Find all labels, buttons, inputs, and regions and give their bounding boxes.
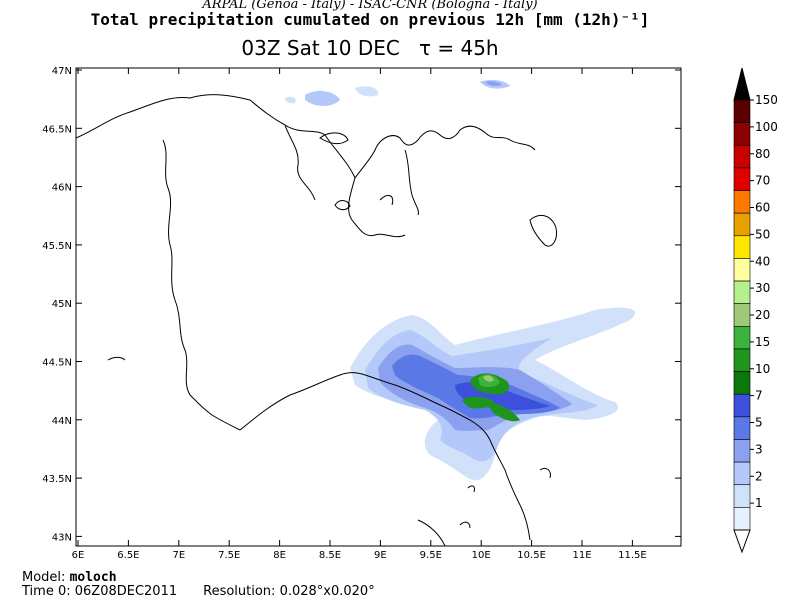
colorbar-swatch <box>733 371 751 395</box>
lon-tick-label: 10E <box>472 550 491 561</box>
colorbar-swatch <box>733 258 751 282</box>
model-label: Model: <box>22 570 66 585</box>
lon-tick-label: 6.5E <box>117 550 139 561</box>
colorbar-swatch <box>733 348 751 372</box>
colorbar-swatch <box>733 507 751 531</box>
lon-tick-label: 6E <box>72 550 85 561</box>
lon-tick-label: 8E <box>273 550 286 561</box>
lat-tick-label: 44.5N <box>42 358 72 369</box>
colorbar-swatch <box>733 144 751 169</box>
colorbar-level-label: 100 <box>755 120 778 134</box>
colorbar-swatch <box>733 122 751 146</box>
colorbar-level-label: 10 <box>755 362 770 376</box>
map-content <box>76 79 636 546</box>
borders-coastlines <box>76 94 558 546</box>
colorbar-level-label: 50 <box>755 227 770 241</box>
colorbar-swatch <box>733 439 751 463</box>
colorbar-swatch <box>733 303 751 327</box>
colorbar: 150 100 80 70 60 50 40 30 20 15 10 7 5 3 2 1 <box>733 67 778 554</box>
valid-time-heading: 03Z Sat 10 DEC τ = 45h <box>0 36 740 60</box>
colorbar-swatch <box>733 190 751 214</box>
colorbar-level-label: 15 <box>755 335 770 349</box>
colorbar-swatch <box>733 416 751 440</box>
chart-title: Total precipitation cumulated on previou… <box>90 10 650 29</box>
time0-value: 06Z08DEC2011 <box>74 584 178 599</box>
lat-tick-label: 47N <box>52 66 72 77</box>
lat-tick-label: 43N <box>52 532 72 543</box>
colorbar-swatch <box>733 280 751 304</box>
lat-tick-label: 46.5N <box>42 124 72 135</box>
colorbar-swatch <box>733 326 751 350</box>
colorbar-level-label: 7 <box>755 389 763 403</box>
colorbar-level-label: 2 <box>755 469 763 483</box>
latitude-axis: 47N 46.5N 46N 45.5N 45N 44.5N 44N 43.5N 43N <box>42 66 681 543</box>
lat-tick-label: 45N <box>52 299 72 310</box>
resolution-label: Resolution: <box>203 584 276 599</box>
model-name: moloch <box>69 570 117 585</box>
colorbar-level-label: 70 <box>755 174 770 188</box>
colorbar-level-label: 30 <box>755 281 770 295</box>
lon-tick-label: 11.5E <box>618 550 647 561</box>
lon-tick-label: 11E <box>572 550 591 561</box>
lon-tick-label: 7E <box>172 550 185 561</box>
colorbar-level-label: 1 <box>755 496 763 510</box>
lon-tick-label: 8.5E <box>319 550 341 561</box>
lon-tick-label: 10.5E <box>517 550 546 561</box>
lon-tick-label: 9E <box>374 550 387 561</box>
colorbar-swatch <box>733 235 751 259</box>
map-frame <box>75 67 682 547</box>
colorbar-level-label: 3 <box>755 442 763 456</box>
colorbar-swatch <box>733 167 751 191</box>
colorbar-swatch <box>733 393 751 418</box>
colorbar-top-arrow <box>733 67 751 101</box>
colorbar-level-label: 5 <box>755 416 763 430</box>
colorbar-swatch <box>733 461 751 486</box>
colorbar-level-label: 20 <box>755 308 770 322</box>
colorbar-swatch <box>733 484 751 508</box>
lat-tick-label: 45.5N <box>42 241 72 252</box>
lat-tick-label: 43.5N <box>42 474 72 485</box>
colorbar-swatch <box>733 212 751 237</box>
colorbar-level-label: 150 <box>755 93 778 107</box>
colorbar-level-label: 40 <box>755 254 770 268</box>
longitude-axis: 6E 6.5E 7E 7.5E 8E 8.5E 9E 9.5E 10E 10.5E 11E 11.5E <box>72 68 647 561</box>
lon-tick-label: 9.5E <box>420 550 442 561</box>
data-sources-credit: ARPAL (Genoa - Italy) - ISAC-CNR (Bologn… <box>202 0 538 12</box>
colorbar-level-label: 80 <box>755 147 770 161</box>
lat-tick-label: 46N <box>52 183 72 194</box>
colorbar-level-label: 60 <box>755 201 770 215</box>
time0-label: Time 0: <box>22 584 71 599</box>
lon-tick-label: 7.5E <box>218 550 240 561</box>
colorbar-swatch <box>733 99 751 123</box>
colorbar-bottom-arrow <box>733 529 751 554</box>
precipitation-field <box>285 79 636 481</box>
footer: Model: moloch Time 0: 06Z08DEC2011 Resolu… <box>22 571 375 599</box>
forecast-step: τ = 45h <box>418 36 499 60</box>
lat-tick-label: 44N <box>52 416 72 427</box>
valid-time: 03Z Sat 10 DEC <box>241 36 400 60</box>
resolution-value: 0.028°x0.020° <box>279 584 375 599</box>
